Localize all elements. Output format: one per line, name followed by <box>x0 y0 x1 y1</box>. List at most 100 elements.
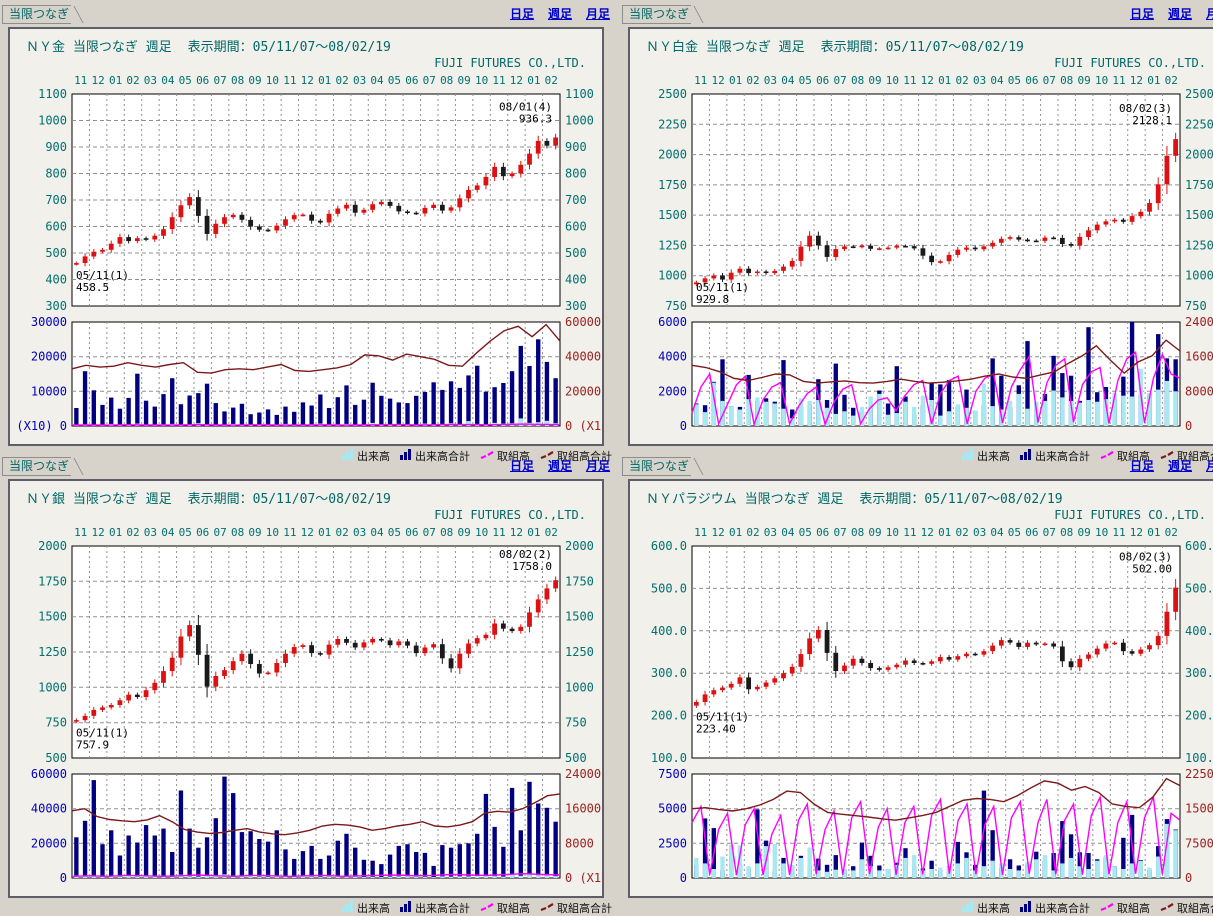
tab-current-contract[interactable]: 当限つなぎ <box>2 5 72 24</box>
svg-text:02: 02 <box>545 74 558 87</box>
svg-text:11: 11 <box>694 526 707 539</box>
legend-item-volume: 出来高 <box>962 900 1010 916</box>
svg-text:1000: 1000 <box>565 114 594 128</box>
svg-text:12: 12 <box>510 74 523 87</box>
svg-text:24000: 24000 <box>565 767 601 781</box>
link-daily[interactable]: 日足 <box>509 7 534 21</box>
link-weekly[interactable]: 週足 <box>547 7 572 21</box>
svg-text:11: 11 <box>903 74 916 87</box>
svg-text:4000: 4000 <box>658 350 687 364</box>
legend-label: 出来高合計 <box>415 450 470 463</box>
tab-current-contract[interactable]: 当限つなぎ <box>622 457 692 476</box>
chart-legend: 出来高 出来高合計 取組高 取組高合計 <box>0 900 612 916</box>
svg-text:20000: 20000 <box>31 836 67 850</box>
chart-module-gold: 当限つなぎ 日足 週足 月足 ＮＹ金 当限つなぎ 週足 表示期間：05/11/07… <box>0 0 620 463</box>
svg-text:01: 01 <box>729 74 742 87</box>
link-monthly[interactable]: 月足 <box>1205 459 1213 473</box>
svg-text:1250: 1250 <box>658 238 687 252</box>
link-weekly[interactable]: 週足 <box>547 459 572 473</box>
link-monthly[interactable]: 月足 <box>585 7 610 21</box>
svg-text:02: 02 <box>1165 526 1178 539</box>
svg-text:2000: 2000 <box>565 539 594 553</box>
svg-text:20000: 20000 <box>31 350 67 364</box>
svg-text:09: 09 <box>868 526 881 539</box>
svg-text:04: 04 <box>161 74 175 87</box>
svg-text:800: 800 <box>565 167 587 181</box>
svg-text:10: 10 <box>886 74 899 87</box>
link-daily[interactable]: 日足 <box>1129 459 1154 473</box>
svg-text:02: 02 <box>1165 74 1178 87</box>
svg-text:08/01(4): 08/01(4) <box>499 100 552 113</box>
chart-title: ＮＹ白金 当限つなぎ 週足 表示期間：05/11/07～08/02/19 <box>646 36 1213 55</box>
svg-text:12: 12 <box>711 74 724 87</box>
tab-current-contract[interactable]: 当限つなぎ <box>2 457 72 476</box>
chart-name: ＮＹ白金 当限つなぎ 週足 <box>646 40 805 55</box>
svg-text:40000: 40000 <box>565 350 601 364</box>
svg-text:11: 11 <box>74 74 87 87</box>
chart-legend: 出来高 出来高合計 取組高 取組高合計 <box>0 448 612 464</box>
link-daily[interactable]: 日足 <box>1129 7 1154 21</box>
svg-text:2000: 2000 <box>658 384 687 398</box>
svg-text:500: 500 <box>565 751 587 765</box>
svg-text:700: 700 <box>45 193 67 207</box>
svg-text:0: 0 <box>680 871 687 885</box>
svg-text:2000: 2000 <box>1185 148 1213 162</box>
svg-text:0: 0 <box>680 419 687 433</box>
chart-box: ＮＹ金 当限つなぎ 週足 表示期間：05/11/07～08/02/19 FUJI … <box>8 27 616 446</box>
company-name: FUJI FUTURES CO.,LTD. <box>434 508 586 522</box>
link-weekly[interactable]: 週足 <box>1167 7 1192 21</box>
svg-text:1250: 1250 <box>38 645 67 659</box>
svg-text:01: 01 <box>1147 74 1160 87</box>
link-monthly[interactable]: 月足 <box>1205 7 1213 21</box>
tab-label: 当限つなぎ <box>9 459 70 473</box>
period-links: 日足 週足 月足 <box>1130 5 1213 22</box>
tab-current-contract[interactable]: 当限つなぎ <box>622 5 692 24</box>
svg-text:1750: 1750 <box>565 574 594 588</box>
svg-text:10: 10 <box>1095 526 1108 539</box>
svg-text:60000: 60000 <box>565 315 601 329</box>
period-links: 日足 週足 月足 <box>1130 457 1213 474</box>
link-daily[interactable]: 日足 <box>509 459 534 473</box>
svg-text:07: 07 <box>833 74 846 87</box>
price-volume-plot: 11 12 01 02 03 04 05 06 07 08 09 10 11 12 01 02 03 04 05 06… <box>630 72 1213 444</box>
svg-text:(X10) 0: (X10) 0 <box>16 419 67 433</box>
svg-text:04: 04 <box>370 74 384 87</box>
svg-text:08: 08 <box>851 526 864 539</box>
svg-text:500: 500 <box>45 246 67 260</box>
svg-text:2500: 2500 <box>658 836 687 850</box>
svg-text:01: 01 <box>109 526 122 539</box>
legend-item-volume-total: 出来高合計 <box>400 900 470 916</box>
svg-text:06: 06 <box>816 74 829 87</box>
svg-text:02: 02 <box>955 74 968 87</box>
svg-text:700: 700 <box>565 193 587 207</box>
svg-text:05/11(1): 05/11(1) <box>76 727 129 740</box>
svg-text:03: 03 <box>973 74 986 87</box>
volume-bars-icon <box>962 901 974 915</box>
svg-text:1750: 1750 <box>1185 178 1213 192</box>
svg-text:09: 09 <box>868 74 881 87</box>
link-weekly[interactable]: 週足 <box>1167 459 1192 473</box>
svg-text:09: 09 <box>457 526 470 539</box>
svg-text:04: 04 <box>781 526 795 539</box>
svg-text:05/11(1): 05/11(1) <box>696 281 749 294</box>
legend-item-open-interest: 取組高 <box>1100 900 1150 916</box>
svg-text:12: 12 <box>510 526 523 539</box>
svg-text:750: 750 <box>45 716 67 730</box>
chart-title: ＮＹ銀 当限つなぎ 週足 表示期間：05/11/07～08/02/19 <box>26 488 602 507</box>
svg-text:1000: 1000 <box>565 680 594 694</box>
open-interest-line-icon <box>480 902 494 915</box>
legend-label: 出来高 <box>977 450 1010 463</box>
svg-text:2250: 2250 <box>1185 117 1213 131</box>
svg-text:1500: 1500 <box>1185 208 1213 222</box>
svg-text:03: 03 <box>764 74 777 87</box>
svg-text:01: 01 <box>527 74 540 87</box>
svg-text:08: 08 <box>440 526 453 539</box>
svg-text:05: 05 <box>1008 526 1021 539</box>
link-monthly[interactable]: 月足 <box>585 459 610 473</box>
open-interest-total-line-icon <box>540 450 554 463</box>
svg-text:09: 09 <box>457 74 470 87</box>
tab-label: 当限つなぎ <box>629 7 690 21</box>
svg-text:12: 12 <box>91 526 104 539</box>
svg-text:05: 05 <box>179 526 192 539</box>
svg-text:11: 11 <box>903 526 916 539</box>
